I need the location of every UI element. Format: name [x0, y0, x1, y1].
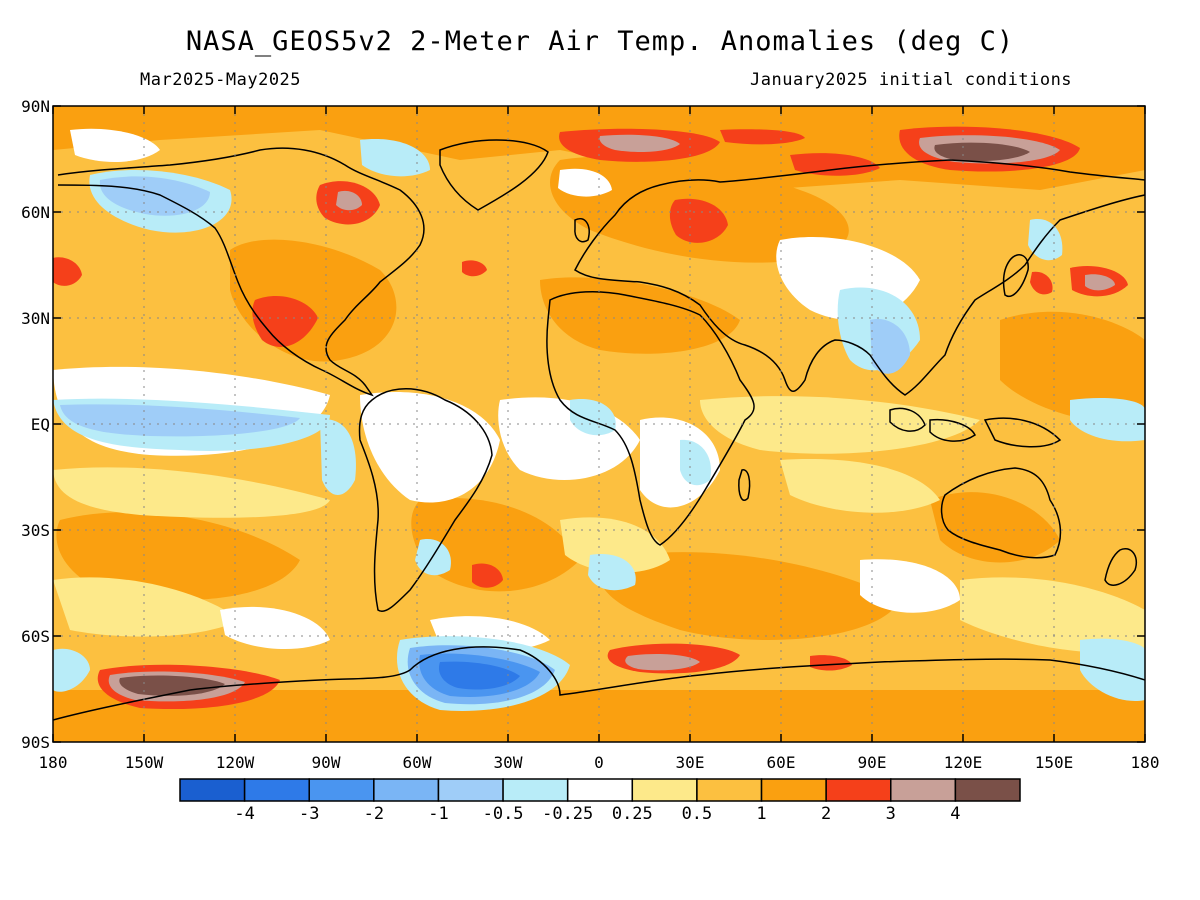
colorbar: [179, 778, 1021, 802]
lat-label: 90S: [21, 733, 50, 752]
lon-label: 90E: [858, 753, 887, 772]
colorbar-swatch: [308, 778, 375, 802]
map-field: [53, 106, 1145, 742]
colorbar-swatch: [696, 778, 763, 802]
lon-label: 30W: [494, 753, 523, 772]
cool-anomaly-regions: [53, 139, 1145, 701]
lon-label: 120E: [944, 753, 983, 772]
colorbar-label: 0.5: [682, 804, 713, 824]
colorbar-swatch: [631, 778, 698, 802]
lat-label: 30N: [21, 309, 50, 328]
lon-label: 60E: [767, 753, 796, 772]
lat-label: 90N: [21, 97, 50, 116]
lon-label: 60W: [403, 753, 432, 772]
lon-label: 0: [594, 753, 604, 772]
colorbar-label: 0.25: [612, 804, 653, 824]
lon-label: 180: [1131, 753, 1160, 772]
hot-anomaly-patches: [53, 126, 1128, 710]
lat-label: 60N: [21, 203, 50, 222]
initial-conditions: January2025 initial conditions: [750, 70, 1073, 90]
lat-label: 60S: [21, 627, 50, 646]
colorbar-label: -0.25: [542, 804, 593, 824]
colorbar-swatch: [760, 778, 827, 802]
colorbar-labels: -4 -3 -2 -1 -0.5 -0.25 0.25 0.5 1 2 3 4: [234, 804, 960, 824]
coastlines: [53, 139, 1145, 721]
colorbar-swatch: [437, 778, 504, 802]
colorbar-label: 2: [821, 804, 831, 824]
lat-label: EQ: [31, 415, 50, 434]
lon-label: 150E: [1035, 753, 1074, 772]
axis-ticks: [52, 105, 1146, 743]
colorbar-swatch: [179, 778, 246, 802]
colorbar-label: -4: [234, 804, 254, 824]
colorbar-label: -3: [299, 804, 319, 824]
lon-label: 150W: [125, 753, 164, 772]
colorbar-swatch: [890, 778, 957, 802]
lon-label: 30E: [676, 753, 705, 772]
colorbar-swatch: [954, 778, 1021, 802]
colorbar-swatch: [243, 778, 310, 802]
colorbar-label: 3: [886, 804, 896, 824]
colorbar-swatch: [825, 778, 892, 802]
colorbar-swatch: [502, 778, 569, 802]
colorbar-label: -1: [428, 804, 448, 824]
forecast-period: Mar2025-May2025: [140, 70, 302, 90]
colorbar-swatch: [373, 778, 440, 802]
lon-label: 90W: [312, 753, 341, 772]
lon-label: 120W: [216, 753, 255, 772]
colorbar-label: 1: [756, 804, 766, 824]
colorbar-label: -2: [364, 804, 384, 824]
lat-label: 30S: [21, 521, 50, 540]
graticule: [53, 106, 1145, 742]
longitude-labels: 180 150W 120W 90W 60W 30W 0 30E 60E 90E 120E 150E 18…: [39, 753, 1160, 772]
latitude-labels: 90N 60N 30N EQ 30S 60S 90S: [21, 97, 50, 752]
colorbar-label: 4: [950, 804, 960, 824]
map-title: NASA_GEOS5v2 2-Meter Air Temp. Anomalies…: [185, 26, 1015, 57]
colorbar-label: -0.5: [483, 804, 524, 824]
antarctic-cold-anomaly: [396, 636, 570, 711]
colorbar-swatch: [566, 778, 634, 802]
lon-label: 180: [39, 753, 68, 772]
